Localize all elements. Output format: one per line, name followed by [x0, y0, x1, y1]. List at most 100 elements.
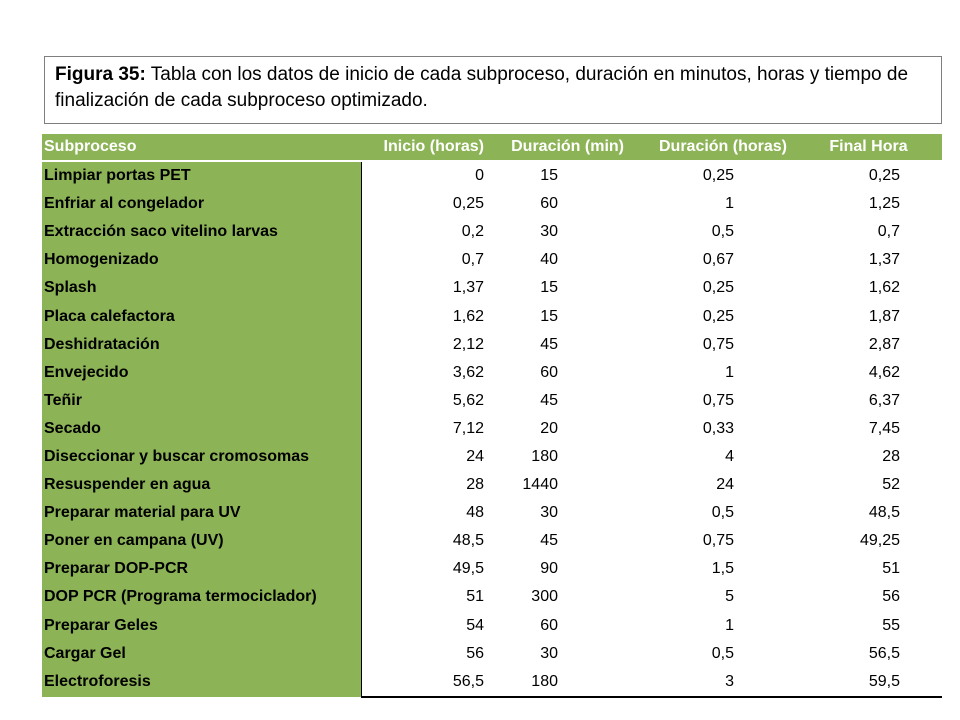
table-row: Preparar material para UV 48 30 0,5 48,5	[42, 499, 942, 528]
inicio-cell: 51	[361, 583, 488, 612]
inicio-cell: 0	[361, 161, 488, 191]
final-hora-cell: 48,5	[795, 499, 942, 528]
duracion-min-cell: 60	[488, 611, 628, 640]
final-hora-cell: 1,62	[795, 274, 942, 303]
duracion-min-cell: 15	[488, 302, 628, 331]
subproceso-cell: Preparar DOP-PCR	[42, 555, 362, 584]
final-hora-cell: 2,87	[795, 330, 942, 359]
duracion-min-cell: 45	[488, 386, 628, 415]
duracion-horas-cell: 0,25	[628, 161, 795, 191]
duracion-horas-cell: 0,75	[628, 386, 795, 415]
inicio-cell: 49,5	[361, 555, 488, 584]
final-hora-cell: 7,45	[795, 414, 942, 443]
subproceso-cell: Envejecido	[42, 358, 362, 387]
subproceso-cell: Deshidratación	[42, 330, 362, 359]
duracion-horas-cell: 4	[628, 442, 795, 472]
duracion-min-cell: 90	[488, 555, 628, 584]
duracion-horas-cell: 0,5	[628, 639, 795, 668]
final-hora-cell: 4,62	[795, 358, 942, 387]
subproceso-cell: Teñir	[42, 386, 362, 415]
header-final-hora: Final Hora	[795, 134, 942, 162]
table-body: Limpiar portas PET 0 15 0,25 0,25 Enfriar al …	[42, 161, 942, 698]
final-hora-cell: 55	[795, 611, 942, 640]
table-row: Preparar DOP-PCR 49,5 90 1,5 51	[42, 555, 942, 584]
duracion-horas-cell: 0,33	[628, 414, 795, 443]
duracion-min-cell: 15	[488, 161, 628, 191]
duracion-horas-cell: 0,67	[628, 246, 795, 275]
table-row: Diseccionar y buscar cromosomas 24 180 4 28	[42, 442, 942, 472]
subproceso-cell: DOP PCR (Programa termociclador)	[42, 583, 362, 612]
table-header-row: Subproceso Inicio (horas) Duración (min)…	[42, 134, 942, 162]
header-inicio-horas: Inicio (horas)	[361, 134, 488, 162]
duracion-horas-cell: 0,25	[628, 274, 795, 303]
final-hora-cell: 0,25	[795, 161, 942, 191]
subproceso-cell: Splash	[42, 274, 362, 303]
inicio-cell: 48,5	[361, 527, 488, 556]
subproceso-cell: Cargar Gel	[42, 639, 362, 668]
table-row: Poner en campana (UV) 48,5 45 0,75 49,25	[42, 527, 942, 556]
final-hora-cell: 1,87	[795, 302, 942, 331]
final-hora-cell: 0,7	[795, 218, 942, 247]
inicio-cell: 24	[361, 442, 488, 472]
duracion-min-cell: 45	[488, 330, 628, 359]
header-duracion-horas: Duración (horas)	[628, 134, 795, 162]
duracion-horas-cell: 1	[628, 358, 795, 387]
subproceso-cell: Preparar Geles	[42, 611, 362, 640]
subprocess-table: Subproceso Inicio (horas) Duración (min)…	[42, 134, 942, 698]
duracion-horas-cell: 5	[628, 583, 795, 612]
duracion-min-cell: 300	[488, 583, 628, 612]
inicio-cell: 2,12	[361, 330, 488, 359]
inicio-cell: 0,25	[361, 190, 488, 219]
duracion-horas-cell: 0,75	[628, 527, 795, 556]
duracion-horas-cell: 24	[628, 471, 795, 500]
table-row: Electroforesis 56,5 180 3 59,5	[42, 667, 942, 698]
final-hora-cell: 56,5	[795, 639, 942, 668]
inicio-cell: 48	[361, 499, 488, 528]
inicio-cell: 5,62	[361, 386, 488, 415]
subproceso-cell: Poner en campana (UV)	[42, 527, 362, 556]
duracion-horas-cell: 3	[628, 667, 795, 698]
table-row: Splash 1,37 15 0,25 1,62	[42, 274, 942, 303]
table-row: Preparar Geles 54 60 1 55	[42, 611, 942, 640]
table-row: Teñir 5,62 45 0,75 6,37	[42, 386, 942, 415]
final-hora-cell: 56	[795, 583, 942, 612]
inicio-cell: 1,62	[361, 302, 488, 331]
duracion-horas-cell: 0,5	[628, 499, 795, 528]
table-row: Placa calefactora 1,62 15 0,25 1,87	[42, 302, 942, 331]
caption-text: Tabla con los datos de inicio de cada su…	[55, 64, 909, 111]
table-row: Resuspender en agua 28 1440 24 52	[42, 471, 942, 500]
duracion-horas-cell: 1	[628, 190, 795, 219]
duracion-horas-cell: 1	[628, 611, 795, 640]
inicio-cell: 1,37	[361, 274, 488, 303]
subproceso-cell: Homogenizado	[42, 246, 362, 275]
subproceso-cell: Enfriar al congelador	[42, 190, 362, 219]
table-row: Extracción saco vitelino larvas 0,2 30 0,5 0…	[42, 218, 942, 247]
subproceso-cell: Placa calefactora	[42, 302, 362, 331]
duracion-min-cell: 30	[488, 499, 628, 528]
duracion-min-cell: 60	[488, 190, 628, 219]
duracion-min-cell: 180	[488, 667, 628, 698]
header-duracion-min: Duración (min)	[488, 134, 628, 162]
inicio-cell: 0,2	[361, 218, 488, 247]
duracion-min-cell: 30	[488, 218, 628, 247]
inicio-cell: 56,5	[361, 667, 488, 698]
final-hora-cell: 59,5	[795, 667, 942, 698]
caption-label: Figura 35:	[55, 64, 146, 85]
table-row: Cargar Gel 56 30 0,5 56,5	[42, 639, 942, 668]
table-row: Limpiar portas PET 0 15 0,25 0,25	[42, 161, 942, 191]
duracion-horas-cell: 1,5	[628, 555, 795, 584]
final-hora-cell: 1,25	[795, 190, 942, 219]
table-row: Secado 7,12 20 0,33 7,45	[42, 414, 942, 443]
final-hora-cell: 28	[795, 442, 942, 472]
header-subproceso: Subproceso	[42, 134, 361, 162]
subproceso-cell: Limpiar portas PET	[42, 161, 362, 191]
final-hora-cell: 1,37	[795, 246, 942, 275]
duracion-min-cell: 180	[488, 442, 628, 472]
final-hora-cell: 6,37	[795, 386, 942, 415]
duracion-min-cell: 30	[488, 639, 628, 668]
final-hora-cell: 51	[795, 555, 942, 584]
duracion-min-cell: 60	[488, 358, 628, 387]
subproceso-cell: Preparar material para UV	[42, 499, 362, 528]
duracion-min-cell: 45	[488, 527, 628, 556]
subproceso-cell: Electroforesis	[42, 667, 362, 697]
